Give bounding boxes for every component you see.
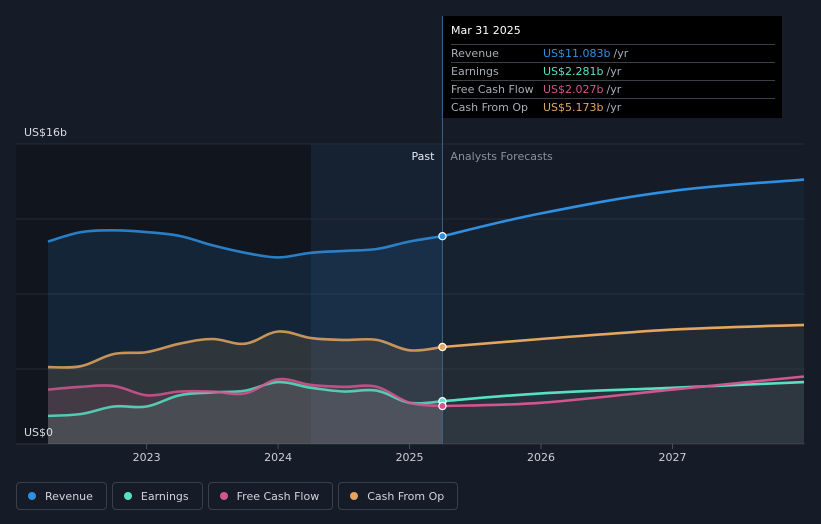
earnings-past-line bbox=[47, 380, 443, 418]
legend-label: Earnings bbox=[140, 489, 189, 503]
cash-from-op-current-dot bbox=[438, 342, 447, 352]
tooltip-value: US$11.083b bbox=[543, 47, 611, 60]
x-tick-label: 2023 bbox=[133, 451, 161, 464]
legend-item-earnings[interactable]: Earnings bbox=[111, 482, 203, 510]
series-areas bbox=[48, 179, 804, 444]
tooltip-label: Cash From Op bbox=[451, 101, 529, 114]
tooltip-row-revenue: Revenue US$11.083b /yr bbox=[451, 44, 775, 62]
legend-item-cash-from-op[interactable]: Cash From Op bbox=[338, 482, 459, 510]
revenue-forecast-area bbox=[442, 179, 804, 444]
tooltip: Mar 31 2025 Revenue US$11.083b /yr Earni… bbox=[443, 16, 782, 118]
revenue-current-dot bbox=[438, 231, 447, 241]
cash-from-op-dot-icon bbox=[350, 492, 359, 500]
x-tick-label: 2026 bbox=[527, 451, 555, 464]
tooltip-unit: /yr bbox=[606, 101, 622, 114]
y-axis-top-label: US$16b bbox=[24, 126, 67, 139]
x-tick-label: 2024 bbox=[264, 451, 292, 464]
gridlines bbox=[16, 143, 805, 445]
earnings-forecast-line bbox=[442, 380, 805, 403]
cash-from-op-past-area bbox=[48, 331, 443, 444]
x-tick-label: 2025 bbox=[396, 451, 424, 464]
cash-from-op-forecast-area bbox=[442, 324, 804, 444]
legend: Revenue Earnings Free Cash Flow Cash Fro… bbox=[16, 482, 459, 510]
free-cash-flow-past-line bbox=[47, 377, 443, 408]
current-value-markers bbox=[438, 231, 447, 411]
tooltip-unit: /yr bbox=[606, 65, 622, 78]
legend-label: Revenue bbox=[45, 489, 93, 503]
tooltip-row-earnings: Earnings US$2.281b /yr bbox=[451, 62, 775, 80]
tooltip-unit: /yr bbox=[613, 47, 629, 60]
free-cash-flow-forecast-area bbox=[442, 376, 804, 444]
earnings-forecast-area bbox=[442, 382, 804, 444]
tooltip-row-cash-from-op: Cash From Op US$5.173b /yr bbox=[451, 98, 775, 116]
earnings-past-area bbox=[48, 382, 443, 444]
x-tick-label: 2027 bbox=[659, 451, 687, 464]
revenue-dot-icon bbox=[28, 492, 36, 500]
tooltip-label: Revenue bbox=[451, 47, 499, 60]
tooltip-label: Free Cash Flow bbox=[451, 83, 534, 96]
forecast-label: Analysts Forecasts bbox=[450, 150, 553, 163]
cash-from-op-past-line bbox=[47, 330, 443, 369]
cash-from-op-forecast-line bbox=[442, 323, 805, 349]
tooltip-value: US$2.281b bbox=[543, 65, 604, 78]
tooltip-value: US$5.173b bbox=[543, 101, 604, 114]
tooltip-label: Earnings bbox=[451, 65, 499, 78]
past-label: Past bbox=[411, 150, 435, 163]
legend-label: Cash From Op bbox=[367, 489, 445, 503]
revenue-past-line bbox=[47, 228, 443, 259]
revenue-forecast-line bbox=[442, 178, 805, 238]
x-axis-ticks: 2023 2024 2025 2026 2027 bbox=[133, 444, 687, 464]
y-axis-bottom-label: US$0 bbox=[24, 426, 53, 439]
free-cash-flow-forecast-line bbox=[442, 375, 805, 408]
tooltip-row-free-cash-flow: Free Cash Flow US$2.027b /yr bbox=[451, 80, 775, 98]
free-cash-flow-past-area bbox=[48, 379, 443, 444]
legend-item-free-cash-flow[interactable]: Free Cash Flow bbox=[207, 482, 334, 510]
tooltip-value: US$2.027b bbox=[543, 83, 604, 96]
free-cash-flow-current-dot bbox=[438, 401, 447, 411]
tooltip-unit: /yr bbox=[606, 83, 622, 96]
legend-item-revenue[interactable]: Revenue bbox=[16, 482, 107, 510]
tooltip-date: Mar 31 2025 bbox=[451, 24, 521, 37]
earnings-dot-icon bbox=[123, 492, 132, 500]
free-cash-flow-dot-icon bbox=[219, 492, 228, 500]
series-lines bbox=[47, 178, 805, 418]
legend-label: Free Cash Flow bbox=[236, 489, 320, 503]
